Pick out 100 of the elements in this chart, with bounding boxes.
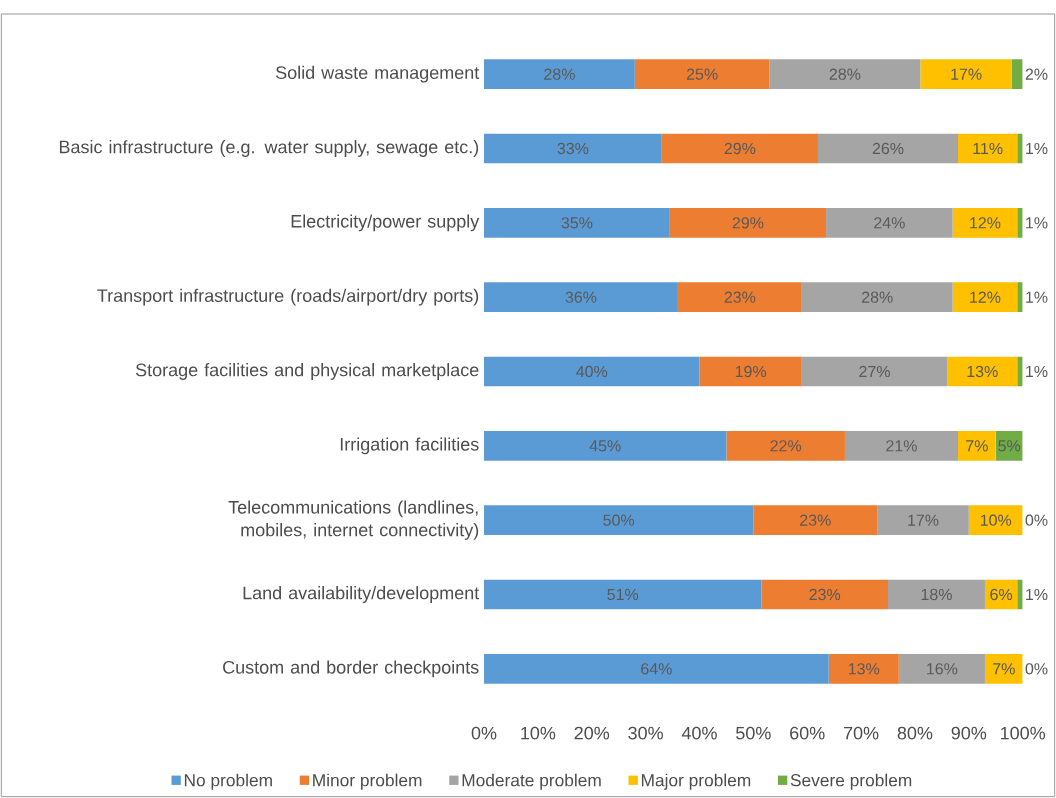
data-label: 23% <box>724 291 756 303</box>
bar <box>699 356 802 387</box>
bar <box>958 430 996 461</box>
bar <box>828 653 899 684</box>
bar <box>634 59 770 90</box>
legend-label: Moderate problem <box>462 773 601 790</box>
data-label: 50% <box>603 514 635 526</box>
bar <box>769 59 921 90</box>
x-tick-label: 30% <box>628 726 663 740</box>
data-label: 19% <box>735 365 767 378</box>
bar <box>877 505 969 536</box>
y-tick-label: Electricity/power supply <box>291 214 480 232</box>
bar <box>761 579 888 610</box>
bar <box>669 207 827 238</box>
legend-label: No problem <box>184 773 272 790</box>
bar <box>958 133 1018 164</box>
bar <box>920 59 1012 90</box>
y-tick-label: Land availability/development <box>243 586 480 603</box>
data-label: 40% <box>576 365 608 378</box>
data-label: 27% <box>859 365 890 378</box>
data-label: 5% <box>998 440 1021 452</box>
data-label: 23% <box>809 588 841 601</box>
bar <box>801 356 948 387</box>
y-tick-label: Basic infrastructure (e.g. water supply, sewage etc.) <box>59 140 479 157</box>
data-label: 1% <box>1026 588 1048 601</box>
data-label: 1% <box>1026 291 1048 303</box>
data-label: 13% <box>967 365 998 378</box>
data-label: 16% <box>927 663 958 675</box>
bar <box>1017 207 1023 238</box>
x-tick-label: 70% <box>843 726 879 740</box>
bar <box>968 505 1023 536</box>
data-label: 6% <box>990 588 1013 601</box>
bar <box>801 282 953 313</box>
bar <box>952 207 1018 238</box>
data-label: 33% <box>557 142 589 155</box>
data-label: 11% <box>973 142 1003 155</box>
y-tick-label: Custom and border checkpoints <box>223 660 479 678</box>
bar <box>484 505 754 536</box>
bar <box>484 59 635 90</box>
data-label: 12% <box>970 217 1001 229</box>
legend-label: Severe problem <box>790 773 912 790</box>
data-label: 28% <box>544 68 575 80</box>
y-tick-label: Solid waste management <box>275 65 480 83</box>
x-tick-label: 40% <box>681 726 717 740</box>
data-label: 51% <box>607 588 639 601</box>
data-label: 10% <box>980 514 1012 526</box>
data-label: 29% <box>732 217 764 229</box>
data-label: 7% <box>993 663 1015 675</box>
data-label: 25% <box>686 68 718 80</box>
data-label: 64% <box>641 663 672 675</box>
bar <box>1017 579 1023 610</box>
data-label: 26% <box>872 142 904 155</box>
y-tick-label: Storage facilities and physical marketplace <box>135 363 479 380</box>
data-label: 35% <box>561 217 593 229</box>
data-label: 18% <box>921 588 952 601</box>
x-tick-label: 100% <box>1001 726 1046 740</box>
bar <box>1017 133 1023 164</box>
bar <box>826 207 953 238</box>
bar <box>484 579 762 610</box>
bar <box>484 653 829 684</box>
data-label: 17% <box>908 514 939 526</box>
data-label: 12% <box>970 291 1001 303</box>
x-tick-label: 20% <box>574 726 610 740</box>
data-label: 13% <box>848 663 880 675</box>
bar <box>984 653 1023 684</box>
bar <box>844 430 959 461</box>
data-label: 36% <box>565 291 597 303</box>
bar <box>1017 282 1023 313</box>
bar <box>726 430 845 461</box>
data-label: 17% <box>951 68 982 80</box>
bar <box>484 282 678 313</box>
bar <box>677 282 802 313</box>
bar <box>1017 356 1023 387</box>
x-tick-label: 0% <box>471 726 497 740</box>
data-label: 21% <box>886 440 917 452</box>
bar <box>484 133 662 164</box>
data-label: 23% <box>800 514 831 526</box>
bar <box>817 133 959 164</box>
x-tick-label: 60% <box>790 726 825 740</box>
x-tick-label: 50% <box>736 726 771 740</box>
bar <box>947 356 1018 387</box>
bar <box>888 579 985 610</box>
bar <box>484 356 700 387</box>
y-tick-label: Irrigation facilities <box>340 437 479 455</box>
data-label: 1% <box>1026 142 1048 155</box>
data-label: 0% <box>1025 663 1048 675</box>
data-label: 0% <box>1025 514 1048 526</box>
x-tick-label: 10% <box>521 726 556 740</box>
data-label: 28% <box>829 68 861 80</box>
bar <box>898 653 985 684</box>
legend-label: Minor problem <box>313 773 422 790</box>
y-tick-label: Telecommunications (landlines, mobiles, internet connectivity) <box>228 500 479 540</box>
data-label: 45% <box>589 440 621 452</box>
bar <box>952 282 1018 313</box>
data-label: 1% <box>1026 365 1048 378</box>
data-label: 24% <box>874 217 905 229</box>
bar <box>753 505 878 536</box>
data-label: 7% <box>966 440 988 452</box>
x-tick-label: 90% <box>951 726 987 740</box>
bar <box>484 207 670 238</box>
